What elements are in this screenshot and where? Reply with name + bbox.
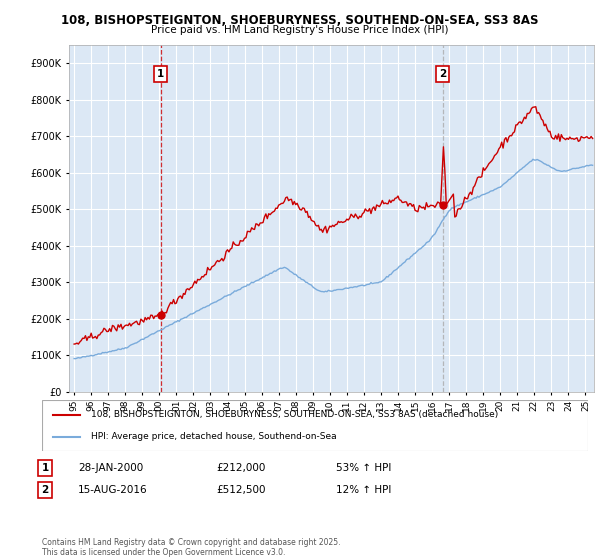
Text: 1: 1 bbox=[157, 69, 164, 79]
Text: Price paid vs. HM Land Registry's House Price Index (HPI): Price paid vs. HM Land Registry's House … bbox=[151, 25, 449, 35]
Text: 108, BISHOPSTEIGNTON, SHOEBURYNESS, SOUTHEND-ON-SEA, SS3 8AS (detached house): 108, BISHOPSTEIGNTON, SHOEBURYNESS, SOUT… bbox=[91, 410, 499, 419]
Text: Contains HM Land Registry data © Crown copyright and database right 2025.
This d: Contains HM Land Registry data © Crown c… bbox=[42, 538, 341, 557]
Text: 28-JAN-2000: 28-JAN-2000 bbox=[78, 463, 143, 473]
Text: 15-AUG-2016: 15-AUG-2016 bbox=[78, 485, 148, 495]
Text: £512,500: £512,500 bbox=[216, 485, 265, 495]
Text: 53% ↑ HPI: 53% ↑ HPI bbox=[336, 463, 391, 473]
Text: 108, BISHOPSTEIGNTON, SHOEBURYNESS, SOUTHEND-ON-SEA, SS3 8AS: 108, BISHOPSTEIGNTON, SHOEBURYNESS, SOUT… bbox=[61, 14, 539, 27]
Text: £212,000: £212,000 bbox=[216, 463, 265, 473]
Text: 2: 2 bbox=[439, 69, 446, 79]
Text: 2: 2 bbox=[41, 485, 49, 495]
Text: 12% ↑ HPI: 12% ↑ HPI bbox=[336, 485, 391, 495]
Text: HPI: Average price, detached house, Southend-on-Sea: HPI: Average price, detached house, Sout… bbox=[91, 432, 337, 441]
Text: 1: 1 bbox=[41, 463, 49, 473]
